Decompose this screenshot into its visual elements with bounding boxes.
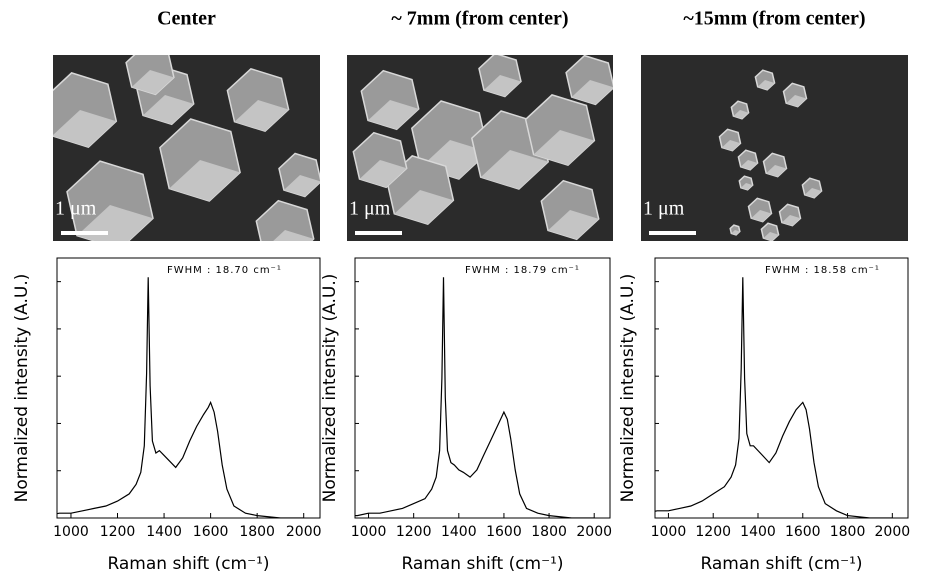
x-tick-label: 1200: [100, 524, 136, 540]
crystal-facet: [359, 160, 407, 188]
crystal-facet: [548, 210, 599, 240]
crystal-facet: [483, 75, 521, 97]
panel-title: ~15mm (from center): [683, 8, 865, 30]
crystal-facet: [740, 160, 758, 170]
plot-frame: [354, 257, 611, 519]
x-tick-label: 1600: [785, 524, 821, 540]
crystal-facet: [757, 80, 775, 90]
x-tick-label: 1800: [239, 524, 275, 540]
plot-frame: [56, 257, 321, 519]
crystals: [352, 55, 613, 241]
fwhm-annotation: FWHM : 18.79 cm⁻¹: [465, 265, 580, 276]
crystal-facet: [763, 232, 779, 241]
fwhm-annotation: FWHM : 18.70 cm⁻¹: [167, 265, 282, 276]
crystal-facet: [533, 130, 595, 166]
x-tick-label: 1600: [193, 524, 229, 540]
x-tick-label: 1200: [396, 524, 432, 540]
x-tick-label: 1000: [351, 524, 387, 540]
plot-frame: [654, 257, 909, 519]
x-tick-label: 1800: [830, 524, 866, 540]
crystals: [718, 69, 823, 241]
x-axis-label: Raman shift (cm⁻¹): [107, 554, 269, 574]
panel-title: ~ 7mm (from center): [391, 8, 568, 30]
crystal-facet: [781, 215, 801, 226]
x-tick-label: 1800: [531, 524, 567, 540]
scale-label: 1 μm: [55, 198, 97, 220]
crystal-facet: [804, 188, 822, 198]
x-tick-label: 1600: [486, 524, 522, 540]
crystal-facet: [731, 230, 740, 235]
y-axis-label: Normalized intensity (A.U.): [320, 274, 340, 503]
y-axis-label: Normalized intensity (A.U.): [618, 274, 638, 503]
crystal-facet: [273, 230, 314, 241]
x-tick-label: 2000: [576, 524, 612, 540]
crystal-facet: [740, 183, 753, 190]
crystal-facet: [368, 100, 419, 130]
sem-image: [641, 55, 908, 241]
x-tick-label: 1000: [53, 524, 89, 540]
crystal-facet: [53, 110, 117, 148]
spectrum-line: [355, 277, 595, 518]
crystal-facet: [131, 70, 174, 95]
spectrum-line: [57, 277, 304, 518]
x-axis-label: Raman shift (cm⁻¹): [401, 554, 563, 574]
scale-label: 1 μm: [349, 198, 391, 220]
crystals: [53, 55, 320, 241]
crystal-facet: [766, 165, 787, 177]
scale-label: 1 μm: [643, 198, 685, 220]
crystal: [255, 199, 315, 241]
x-tick-label: 1200: [695, 524, 731, 540]
crystal-facet: [234, 100, 289, 132]
crystal-facet: [169, 160, 241, 201]
spectrum-line: [655, 277, 893, 518]
fwhm-annotation: FWHM : 18.58 cm⁻¹: [765, 265, 880, 276]
crystal-facet: [143, 95, 194, 125]
crystal-facet: [721, 140, 741, 151]
crystal-facet: [480, 150, 549, 189]
crystal-facet: [786, 95, 807, 107]
x-tick-label: 1400: [441, 524, 477, 540]
x-tick-label: 1000: [651, 524, 687, 540]
crystal-facet: [394, 190, 454, 225]
x-tick-label: 1400: [146, 524, 182, 540]
x-axis-label: Raman shift (cm⁻¹): [700, 554, 862, 574]
x-tick-label: 2000: [875, 524, 911, 540]
x-tick-label: 2000: [286, 524, 322, 540]
crystal-facet: [571, 80, 613, 105]
crystal-facet: [751, 210, 772, 222]
crystal-facet: [733, 110, 749, 119]
panel-title: Center: [157, 8, 216, 30]
x-tick-label: 1400: [740, 524, 776, 540]
y-axis-label: Normalized intensity (A.U.): [12, 274, 32, 503]
crystal-facet: [283, 175, 320, 197]
